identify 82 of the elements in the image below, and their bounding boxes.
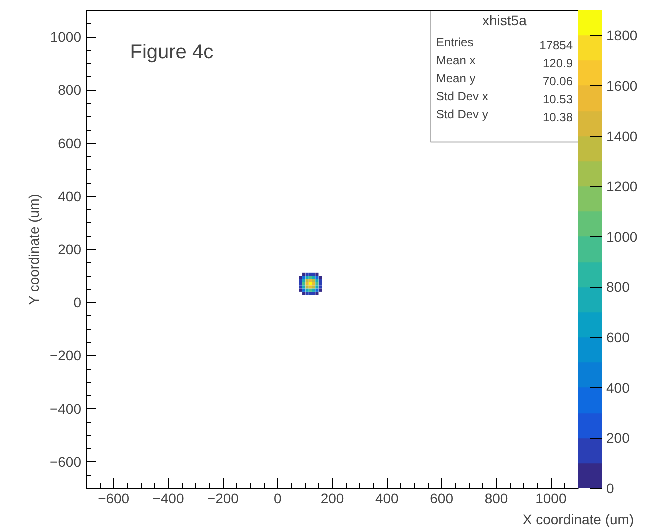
x-tick-label: 600 bbox=[430, 490, 454, 506]
y-tick-label: 800 bbox=[58, 82, 82, 98]
text: Std Dev x 10.53 bbox=[436, 89, 574, 106]
point bbox=[306, 282, 309, 286]
color-bar-label: 1600 bbox=[606, 78, 638, 94]
point bbox=[306, 272, 309, 276]
color-bar-label: 400 bbox=[606, 380, 630, 396]
color-bar-label: 0 bbox=[606, 480, 614, 496]
point bbox=[309, 272, 312, 276]
y-tick-label: −400 bbox=[50, 400, 82, 417]
point bbox=[309, 286, 312, 289]
point bbox=[299, 282, 302, 286]
point bbox=[302, 276, 306, 280]
point bbox=[316, 286, 319, 289]
point bbox=[302, 282, 306, 286]
y-tick-label: 600 bbox=[58, 135, 82, 152]
x-axis-title: X coordinate (um) bbox=[522, 512, 634, 528]
point bbox=[302, 288, 306, 292]
point bbox=[318, 279, 322, 282]
point bbox=[306, 292, 309, 296]
y-tick-label: 1000 bbox=[50, 29, 82, 46]
point bbox=[302, 279, 306, 282]
point bbox=[316, 272, 319, 276]
x-tick-label: 200 bbox=[320, 490, 344, 506]
y-tick-label: 400 bbox=[58, 188, 82, 204]
point bbox=[309, 288, 312, 292]
point bbox=[316, 288, 319, 292]
color-bar-label: 1400 bbox=[606, 128, 638, 144]
x-tick-label: 400 bbox=[375, 490, 400, 506]
point bbox=[318, 282, 322, 286]
point bbox=[309, 276, 312, 280]
point bbox=[318, 286, 322, 289]
point bbox=[312, 279, 316, 282]
color-bar-label: 1000 bbox=[606, 228, 638, 245]
x-tick-label: −200 bbox=[207, 490, 240, 506]
point bbox=[316, 292, 319, 296]
point bbox=[299, 276, 302, 280]
text: Mean x 120.9 bbox=[436, 53, 574, 70]
point bbox=[302, 292, 306, 296]
color-bar-label: 800 bbox=[606, 279, 630, 296]
point bbox=[312, 292, 316, 296]
x-tick-label: 0 bbox=[274, 490, 282, 506]
point bbox=[316, 276, 319, 280]
point bbox=[312, 288, 316, 292]
annotation: xhist5a bbox=[482, 12, 528, 29]
point bbox=[312, 272, 316, 276]
point bbox=[306, 276, 309, 280]
point bbox=[312, 282, 316, 286]
text: Mean y 70.06 bbox=[436, 71, 574, 88]
point bbox=[299, 288, 302, 292]
color-bar-label: 200 bbox=[606, 430, 630, 446]
x-tick-label: −400 bbox=[152, 490, 184, 506]
point bbox=[302, 286, 306, 289]
color-bar-label: 1800 bbox=[606, 28, 638, 44]
point bbox=[312, 276, 316, 280]
text: Entries 17854 bbox=[436, 35, 574, 52]
point bbox=[318, 276, 322, 280]
text: Std Dev y 10.38 bbox=[436, 108, 574, 124]
x-tick-label: −600 bbox=[98, 490, 130, 506]
color-bar-label: 1200 bbox=[606, 178, 638, 195]
point bbox=[316, 282, 319, 286]
point bbox=[302, 272, 306, 276]
point bbox=[306, 279, 309, 282]
y-tick-label: −600 bbox=[50, 454, 82, 470]
point bbox=[312, 286, 316, 289]
point bbox=[299, 279, 302, 282]
y-tick-label: 200 bbox=[58, 242, 82, 258]
point bbox=[306, 286, 309, 289]
point bbox=[309, 282, 312, 286]
color-bar-label: 600 bbox=[606, 330, 630, 346]
point bbox=[309, 279, 312, 282]
x-tick-label: 1000 bbox=[536, 490, 567, 506]
annotation: Figure 4c bbox=[130, 42, 214, 64]
point bbox=[299, 286, 302, 289]
point bbox=[306, 288, 309, 292]
x-tick-label: 800 bbox=[484, 490, 508, 506]
y-tick-label: −200 bbox=[50, 348, 82, 364]
point bbox=[318, 288, 322, 292]
y-tick-label: 0 bbox=[74, 294, 82, 311]
point bbox=[316, 279, 319, 282]
point bbox=[309, 292, 312, 296]
y-axis-title: Y coordinate (um) bbox=[26, 194, 42, 306]
